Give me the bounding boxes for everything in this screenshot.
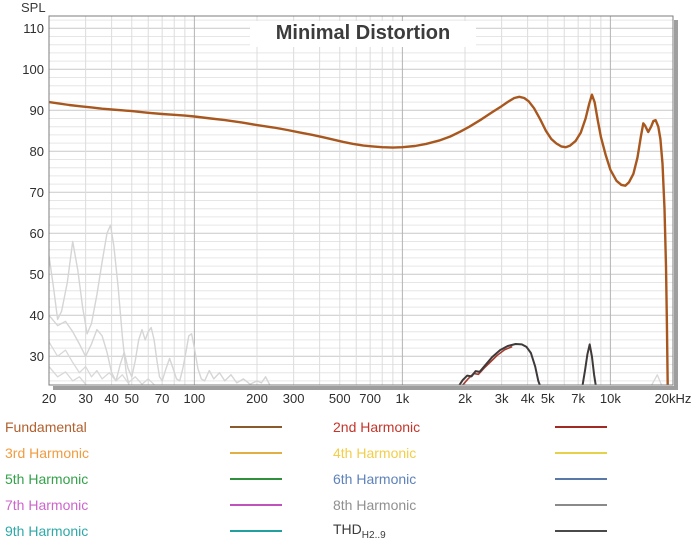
x-axis-tick: 20 — [41, 391, 57, 406]
legend-line-swatch — [555, 452, 607, 454]
chart-title: Minimal Distortion — [250, 21, 476, 47]
curve-second-harmonic — [461, 346, 513, 385]
x-axis-tick: 500 — [328, 391, 351, 406]
legend-label: 6th Harmonic — [333, 471, 417, 487]
legend-line-swatch — [230, 478, 282, 480]
plot-shadow-right — [674, 20, 678, 390]
legend-row[interactable]: 5th Harmonic 6th Harmonic — [0, 466, 700, 492]
legend-label: 7th Harmonic — [5, 497, 89, 513]
legend-label: Fundamental — [5, 419, 87, 435]
legend-line-swatch — [555, 426, 607, 428]
curve-thd-h2-9 — [458, 343, 541, 385]
legend-line-swatch — [230, 504, 282, 506]
curve-low-level-artifact-3 — [49, 341, 155, 385]
x-axis-tick: 100 — [183, 391, 206, 406]
legend-line-swatch — [230, 530, 282, 532]
x-axis-tick: 20kHz — [654, 391, 692, 406]
y-axis-tick: 40 — [29, 307, 44, 323]
legend-row[interactable]: 7th Harmonic 8th Harmonic — [0, 492, 700, 518]
curve-low-level-artifact-3 — [651, 374, 663, 385]
legend-label: 4th Harmonic — [333, 445, 417, 461]
y-axis-tick: 30 — [29, 348, 44, 364]
legend-label: THDH2..9 — [333, 521, 386, 541]
y-axis-tick: 70 — [29, 184, 44, 200]
legend-row[interactable]: 9th Harmonic THDH2..9 — [0, 518, 700, 544]
gridlines — [48, 16, 674, 385]
x-axis-tick: 70 — [154, 391, 170, 406]
curve-fundamental — [49, 93, 669, 385]
curve-thd-h2-9 — [581, 343, 597, 385]
x-axis-tick: 4k — [520, 391, 535, 406]
legend-label-subscript: H2..9 — [361, 529, 386, 541]
x-axis-tick: 5k — [540, 391, 555, 406]
legend-line-swatch — [555, 530, 607, 532]
y-axis-tick: 50 — [29, 266, 44, 282]
x-axis-tick: 3k — [494, 391, 509, 406]
x-axis-tick: 10k — [599, 391, 621, 406]
y-axis-tick: 90 — [29, 102, 44, 118]
legend-label: 3rd Harmonic — [5, 445, 90, 461]
x-axis-tick: 7k — [571, 391, 586, 406]
legend-label: 8th Harmonic — [333, 497, 417, 513]
x-axis-tick: 2k — [458, 391, 472, 406]
y-axis-tick: 110 — [23, 20, 44, 36]
x-axis-tick: 700 — [359, 391, 381, 406]
curve-low-level-artifact-1 — [49, 224, 130, 385]
x-axis-tick: 40 — [104, 391, 119, 406]
legend-line-swatch — [230, 452, 282, 454]
curve-low-level-artifact-2 — [49, 314, 271, 385]
x-axis-tick: 300 — [282, 391, 305, 406]
y-axis-label: SPL — [21, 0, 46, 15]
curve-low-level-artifact-3 — [49, 365, 87, 385]
y-axis-tick: 60 — [29, 225, 44, 241]
legend-label: 9th Harmonic — [5, 523, 89, 539]
legend-line-swatch — [555, 504, 607, 506]
y-axis-tick: 100 — [22, 61, 44, 77]
legend-line-swatch — [555, 478, 607, 480]
x-axis-tick: 50 — [124, 391, 139, 406]
plot-border — [48, 15, 674, 386]
y-axis-tick: 80 — [29, 143, 44, 159]
legend-row[interactable]: 3rd Harmonic 4th Harmonic — [0, 440, 700, 466]
x-axis-tick: 1k — [395, 391, 410, 406]
x-axis-tick: 30 — [78, 391, 93, 406]
x-axis-tick: 200 — [246, 391, 268, 406]
plot-shadow-bottom — [53, 386, 678, 390]
chart-legend: Fundamental 2nd Harmonic 3rd Harmonic 4th H… — [0, 414, 700, 544]
legend-row[interactable]: Fundamental 2nd Harmonic — [0, 414, 700, 440]
legend-label: 5th Harmonic — [5, 471, 89, 487]
legend-label: 2nd Harmonic — [333, 419, 421, 435]
legend-line-swatch — [230, 426, 282, 428]
